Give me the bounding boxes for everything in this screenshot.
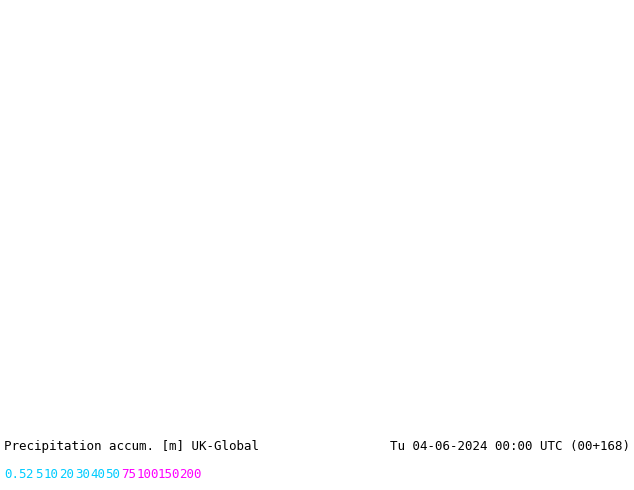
- Text: 50: 50: [106, 468, 120, 481]
- Text: 150: 150: [158, 468, 181, 481]
- Text: 5: 5: [35, 468, 42, 481]
- Text: 20: 20: [60, 468, 74, 481]
- Text: 40: 40: [90, 468, 105, 481]
- Text: 30: 30: [75, 468, 90, 481]
- Text: Precipitation accum. [m] UK-Global: Precipitation accum. [m] UK-Global: [4, 440, 259, 453]
- Text: 100: 100: [136, 468, 159, 481]
- Text: 2: 2: [25, 468, 33, 481]
- Text: 10: 10: [44, 468, 59, 481]
- Text: 75: 75: [121, 468, 136, 481]
- Text: 200: 200: [179, 468, 202, 481]
- Text: 0.5: 0.5: [4, 468, 27, 481]
- Text: Tu 04-06-2024 00:00 UTC (00+168): Tu 04-06-2024 00:00 UTC (00+168): [390, 440, 630, 453]
